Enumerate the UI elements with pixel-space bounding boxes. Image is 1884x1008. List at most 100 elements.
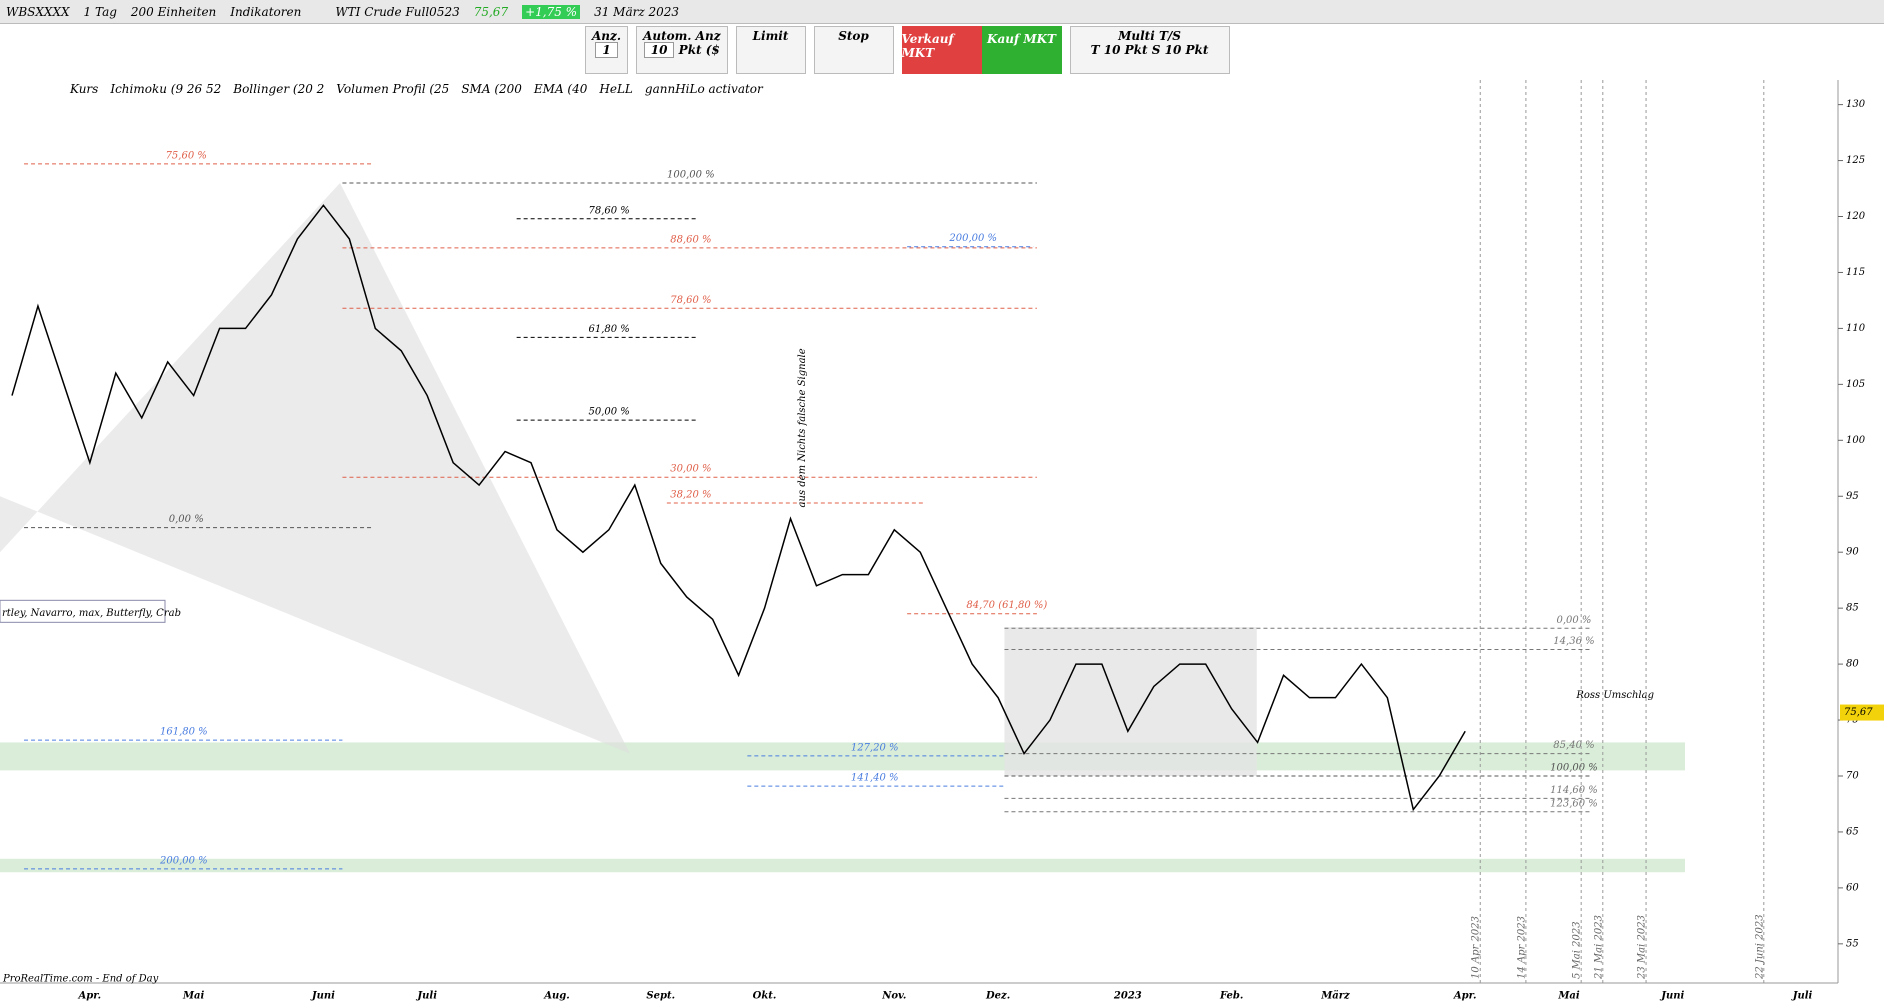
last-price-tag bbox=[1840, 704, 1884, 721]
date-marker-label: 10 Apr 2023 bbox=[1471, 916, 1482, 979]
t-label[interactable]: T bbox=[1090, 43, 1100, 57]
indicator-toggle[interactable]: gannHiLo activator bbox=[644, 82, 763, 96]
zone bbox=[0, 858, 1685, 873]
limit-label: Limit bbox=[752, 29, 789, 43]
y-tick-label: 55 bbox=[1846, 938, 1859, 949]
level-label: 38,20 % bbox=[670, 489, 711, 500]
sell-button[interactable]: Verkauf MKT bbox=[901, 26, 982, 74]
date: 31 März 2023 bbox=[594, 4, 680, 19]
x-tick-label: Juli bbox=[415, 991, 437, 1002]
x-tick-label: Sept. bbox=[646, 991, 675, 1002]
level-label: 0,00 % bbox=[169, 514, 204, 525]
y-tick-label: 95 bbox=[1846, 491, 1859, 502]
pattern-box bbox=[0, 599, 166, 623]
indicator-bar: Kurs Ichimoku (9 26 52 Bollinger (20 2 Volu… bbox=[0, 80, 763, 98]
level-label: 30,00 % bbox=[670, 464, 711, 475]
y-tick-label: 65 bbox=[1846, 826, 1859, 837]
indicator-toggle[interactable]: HeLL bbox=[599, 82, 633, 96]
level-label: 78,60 % bbox=[589, 205, 630, 216]
y-tick-label: 130 bbox=[1846, 99, 1866, 110]
y-tick-label: 105 bbox=[1846, 379, 1865, 390]
indicator-toggle[interactable]: EMA (40 bbox=[533, 82, 588, 96]
level-label: 100,00 % bbox=[667, 169, 715, 180]
x-tick-label: Feb. bbox=[1219, 991, 1243, 1002]
symbol: WTI Crude Full0523 bbox=[335, 4, 460, 19]
indicator-toggle[interactable]: Ichimoku (9 26 52 bbox=[110, 82, 222, 96]
change: +1,75 % bbox=[522, 4, 581, 19]
x-tick-label: Juni bbox=[1659, 991, 1684, 1002]
timeframe-select[interactable]: 1 Tag bbox=[83, 4, 117, 19]
stop-box[interactable]: Stop bbox=[813, 26, 894, 74]
y-tick-label: 125 bbox=[1846, 155, 1865, 166]
buy-label: Kauf MKT bbox=[987, 32, 1056, 46]
t-value[interactable]: 10 bbox=[1103, 43, 1121, 57]
level-label: 88,60 % bbox=[670, 234, 711, 245]
indicator-toggle[interactable]: Volumen Profil (25 bbox=[336, 82, 450, 96]
last-price-label: 75,67 bbox=[1844, 707, 1873, 718]
y-tick-label: 100 bbox=[1846, 435, 1866, 446]
top-toolbar: WBSXXXX 1 Tag 200 Einheiten Indikatoren … bbox=[0, 0, 1884, 24]
instrument-select[interactable]: WBSXXXX bbox=[6, 4, 70, 19]
qty-label: Anz. bbox=[592, 29, 622, 43]
limit-box[interactable]: Limit bbox=[735, 26, 806, 74]
x-tick-label: Apr. bbox=[1453, 991, 1477, 1002]
y-tick-label: 85 bbox=[1846, 603, 1859, 614]
level-label: 200,00 % bbox=[159, 855, 208, 866]
pattern-note: rtley, Navarro, max, Butterfly, Crab bbox=[2, 608, 181, 619]
y-tick-label: 90 bbox=[1846, 547, 1859, 558]
level-label: 114,60 % bbox=[1550, 785, 1598, 796]
order-panel: Anz. 1 Autom. Anz 10 Pkt ($ Limit Stop Ver… bbox=[585, 26, 1295, 78]
s-value[interactable]: 10 bbox=[1164, 43, 1182, 57]
indicator-toggle[interactable]: Kurs bbox=[70, 82, 99, 96]
signals-note: aus dem Nichts falsche Signale bbox=[797, 348, 808, 507]
stop-label: Stop bbox=[838, 29, 869, 43]
y-tick-label: 120 bbox=[1846, 211, 1866, 222]
y-tick-label: 110 bbox=[1846, 323, 1866, 334]
level-label: 0,00 % bbox=[1556, 615, 1591, 626]
y-tick-label: 80 bbox=[1846, 659, 1859, 670]
indicator-toggle[interactable]: SMA (200 bbox=[461, 82, 522, 96]
zone bbox=[0, 742, 1685, 771]
auto-unit: Pkt ($ bbox=[678, 43, 720, 57]
sell-label: Verkauf MKT bbox=[901, 32, 954, 60]
qty-input[interactable]: 1 bbox=[595, 42, 618, 58]
indicators-menu[interactable]: Indikatoren bbox=[230, 4, 302, 19]
t-unit: Pkt bbox=[1124, 43, 1148, 57]
level-label: 75,60 % bbox=[166, 150, 207, 161]
level-label: 84,70 (61,80 %) bbox=[966, 600, 1047, 611]
x-tick-label: Dez. bbox=[985, 991, 1010, 1002]
x-tick-label: März bbox=[1320, 991, 1350, 1002]
x-tick-label: Juli bbox=[1791, 991, 1813, 1002]
units-select[interactable]: 200 Einheiten bbox=[130, 4, 217, 19]
range-box bbox=[1004, 627, 1257, 776]
source-note: ProRealTime.com - End of Day bbox=[2, 974, 159, 985]
x-tick-label: Mai bbox=[1557, 991, 1580, 1002]
date-marker-label: 23 Mai 2023 bbox=[1637, 915, 1648, 980]
s-unit: Pkt bbox=[1185, 43, 1209, 57]
x-tick-label: 2023 bbox=[1113, 991, 1142, 1002]
level-label: 100,00 % bbox=[1550, 762, 1598, 773]
auto-label: Autom. Anz bbox=[643, 29, 721, 43]
indicator-toggle[interactable]: Bollinger (20 2 bbox=[233, 82, 325, 96]
y-tick-label: 60 bbox=[1846, 882, 1859, 893]
x-tick-label: Mai bbox=[182, 991, 205, 1002]
s-label[interactable]: S bbox=[1151, 43, 1161, 57]
date-marker-label: 22 Juni 2023 bbox=[1754, 914, 1765, 980]
y-tick-label: 70 bbox=[1846, 770, 1859, 781]
level-label: 85,40 % bbox=[1553, 740, 1594, 751]
level-label: 78,60 % bbox=[670, 295, 711, 306]
level-label: 127,20 % bbox=[851, 742, 899, 753]
qty-box: Anz. 1 bbox=[585, 26, 629, 74]
buy-button[interactable]: Kauf MKT bbox=[981, 26, 1062, 74]
x-tick-label: Okt. bbox=[753, 991, 777, 1002]
multi-label[interactable]: Multi T/S bbox=[1118, 29, 1181, 43]
x-tick-label: Nov. bbox=[881, 991, 906, 1002]
level-label: 50,00 % bbox=[589, 407, 630, 418]
y-tick-label: 115 bbox=[1846, 267, 1865, 278]
level-label: 141,40 % bbox=[851, 773, 899, 784]
level-label: 61,80 % bbox=[589, 324, 630, 335]
level-label: 14,36 % bbox=[1553, 636, 1594, 647]
level-label: 200,00 % bbox=[948, 233, 997, 244]
auto-input[interactable]: 10 bbox=[643, 42, 675, 58]
